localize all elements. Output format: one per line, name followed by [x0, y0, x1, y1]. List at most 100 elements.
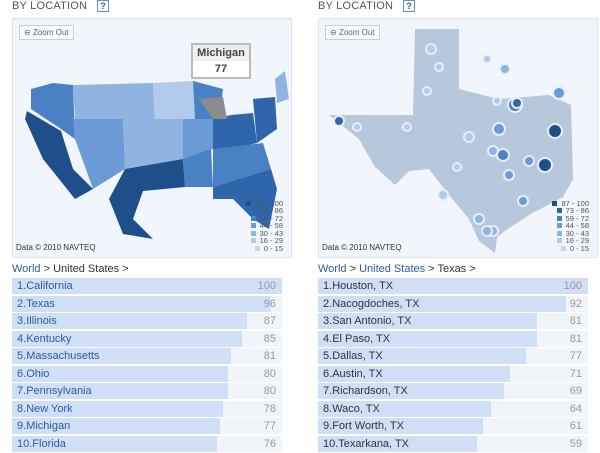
value-bar [12, 313, 247, 329]
breadcrumb: World > United States > Texas > [318, 263, 476, 275]
city-marker[interactable] [537, 157, 553, 173]
city-marker[interactable] [552, 86, 566, 100]
item-name[interactable]: 6.Ohio [17, 367, 50, 380]
city-marker[interactable] [333, 115, 345, 127]
list-item[interactable]: 6.Ohio 80 [12, 365, 282, 382]
us-states[interactable] [13, 19, 291, 257]
legend-range: 87 - 100 [255, 198, 283, 208]
list-item[interactable]: 2.Nacogdoches, TX 92 [318, 295, 588, 312]
city-marker[interactable] [437, 189, 449, 201]
item-name[interactable]: 1.California [17, 280, 73, 292]
city-marker[interactable] [496, 148, 510, 162]
city-marker[interactable] [511, 97, 523, 109]
list-item[interactable]: 4.Kentucky 85 [12, 330, 282, 347]
city-marker[interactable] [434, 62, 444, 72]
city-marker[interactable] [492, 96, 502, 106]
list-item[interactable]: 5.Dallas, TX 77 [318, 348, 588, 364]
item-name[interactable]: 10.Texarkana, TX [323, 437, 410, 450]
item-name[interactable]: 9.Michigan [17, 420, 71, 432]
list-item[interactable]: 6.Austin, TX 71 [318, 365, 588, 382]
list-item[interactable]: 7.Pennsylvania 80 [12, 383, 282, 399]
region-list: 1.California 100 2.Texas 96 3.Illinois 87 4.Ke… [12, 278, 282, 453]
item-name[interactable]: 8.New York [17, 402, 73, 415]
legend-item: 0 - 15 [552, 244, 589, 253]
list-item[interactable]: 8.New York 78 [12, 400, 282, 417]
item-name[interactable]: 2.Nacogdoches, TX [323, 297, 420, 310]
zoom-out-button[interactable]: ⊖ Zoom Out [19, 25, 74, 40]
legend-item: 44 - 58 [552, 222, 589, 230]
list-item[interactable]: 10.Florida 76 [12, 435, 282, 452]
city-marker[interactable] [517, 195, 529, 207]
value-bar [318, 313, 537, 329]
value-bar [318, 435, 478, 452]
value-bar [12, 435, 218, 452]
city-marker[interactable] [422, 86, 432, 96]
item-name[interactable]: 6.Austin, TX [323, 367, 383, 380]
legend-range: 73 - 86 [565, 206, 589, 215]
list-item[interactable]: 2.Texas 96 [12, 295, 282, 312]
city-marker[interactable] [499, 63, 511, 75]
item-name[interactable]: 5.Massachusetts [17, 350, 100, 362]
item-name[interactable]: 4.El Paso, TX [323, 332, 391, 345]
breadcrumb-country[interactable]: United States [359, 263, 426, 275]
item-value: 71 [569, 367, 582, 380]
list-item[interactable]: 3.San Antonio, TX 81 [318, 313, 588, 329]
city-marker[interactable] [352, 122, 362, 132]
item-name[interactable]: 7.Pennsylvania [17, 385, 92, 397]
list-item[interactable]: 9.Michigan 77 [12, 418, 282, 434]
help-icon[interactable]: ? [97, 0, 110, 12]
city-marker[interactable] [425, 43, 437, 55]
list-item[interactable]: 1.Houston, TX 100 [318, 278, 588, 294]
item-name[interactable]: 3.San Antonio, TX [323, 315, 412, 327]
item-name[interactable]: 5.Dallas, TX [323, 350, 383, 362]
breadcrumb-country: United States [53, 263, 120, 275]
us-map[interactable]: ⊖ Zoom Out Michigan 77 Data © 2010 NAVTE… [12, 18, 292, 258]
item-name[interactable]: 1.Houston, TX [323, 280, 394, 292]
item-value: 81 [263, 350, 276, 362]
city-marker[interactable] [402, 122, 412, 132]
list-item[interactable]: 5.Massachusetts 81 [12, 348, 282, 364]
list-item[interactable]: 4.El Paso, TX 81 [318, 330, 588, 347]
city-marker[interactable] [482, 54, 492, 64]
list-item[interactable]: 8.Waco, TX 64 [318, 400, 588, 417]
city-marker[interactable] [452, 162, 462, 172]
texas-shape[interactable] [319, 19, 597, 257]
value-bar [318, 348, 526, 364]
legend-swatch [556, 215, 562, 221]
city-marker[interactable] [547, 123, 563, 139]
zoom-out-button[interactable]: ⊖ Zoom Out [325, 25, 380, 40]
list-item[interactable]: 7.Richardson, TX 69 [318, 383, 588, 399]
city-marker[interactable] [503, 169, 515, 181]
legend-range: 0 - 15 [263, 243, 283, 253]
city-marker[interactable] [481, 225, 493, 237]
list-item[interactable]: 10.Texarkana, TX 59 [318, 435, 588, 452]
city-marker[interactable] [463, 131, 475, 143]
item-name[interactable]: 9.Fort Worth, TX [323, 420, 404, 432]
legend-range: 59 - 72 [565, 213, 589, 223]
city-list: 1.Houston, TX 100 2.Nacogdoches, TX 92 3.San… [318, 278, 588, 453]
texas-map[interactable]: ⊖ Zoom Out Data © 2010 NAVTEQ 87 - 100 73… [318, 18, 598, 258]
item-value: 61 [569, 420, 582, 432]
legend-item: 73 - 86 [552, 207, 589, 215]
item-value: 64 [569, 402, 582, 415]
item-name[interactable]: 3.Illinois [17, 315, 57, 327]
list-item[interactable]: 1.California 100 [12, 278, 282, 294]
help-icon[interactable]: ? [403, 0, 416, 12]
city-marker[interactable] [492, 122, 506, 136]
list-item[interactable]: 9.Fort Worth, TX 61 [318, 418, 588, 434]
item-name[interactable]: 10.Florida [17, 437, 66, 450]
item-name[interactable]: 7.Richardson, TX [323, 385, 408, 397]
breadcrumb-world[interactable]: World [318, 263, 347, 275]
map-credit: Data © 2010 NAVTEQ [322, 243, 402, 252]
breadcrumb-world[interactable]: World [12, 263, 41, 275]
item-name[interactable]: 8.Waco, TX [323, 402, 380, 415]
city-marker[interactable] [523, 155, 535, 167]
city-marker[interactable] [473, 213, 485, 225]
item-name[interactable]: 2.Texas [17, 297, 55, 310]
legend-swatch [250, 208, 256, 214]
legend-item: 73 - 86 [246, 207, 283, 215]
item-value: 92 [569, 297, 582, 310]
list-item[interactable]: 3.Illinois 87 [12, 313, 282, 329]
item-name[interactable]: 4.Kentucky [17, 332, 72, 345]
value-bar [12, 330, 242, 347]
